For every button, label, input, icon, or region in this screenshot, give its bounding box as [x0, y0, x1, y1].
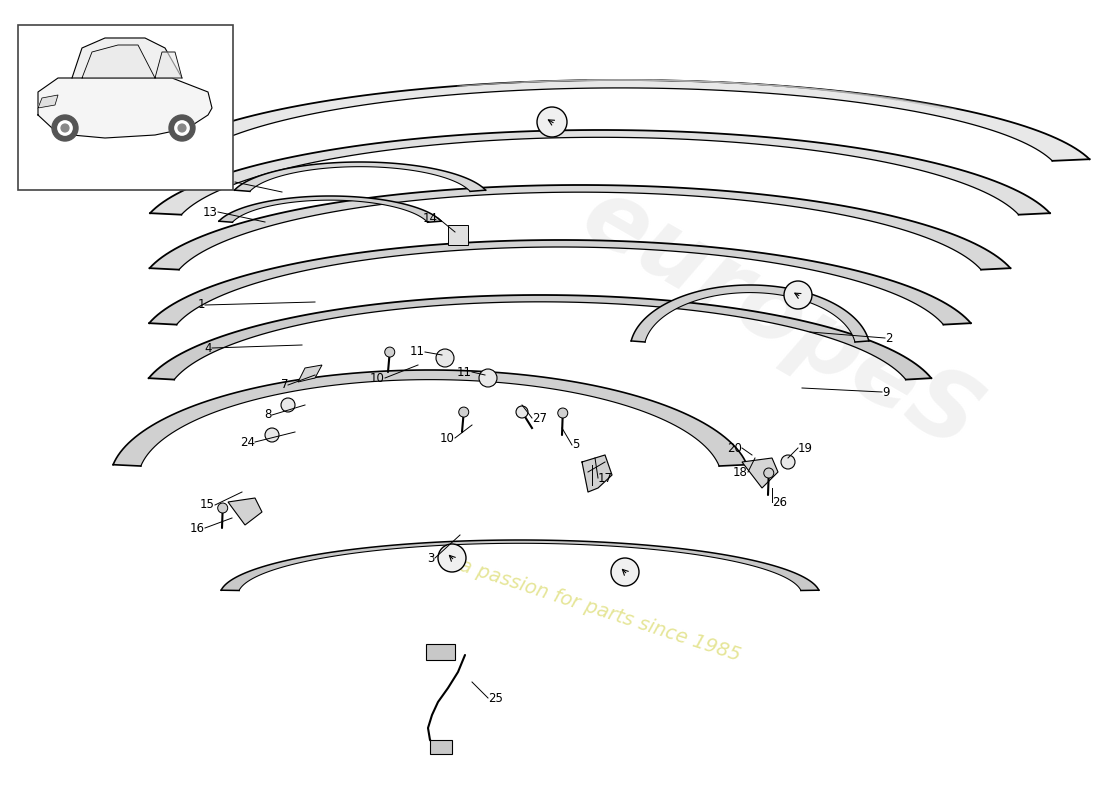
Polygon shape — [82, 45, 155, 78]
Text: europeS: europeS — [565, 170, 994, 470]
Text: 8: 8 — [265, 409, 272, 422]
Text: 18: 18 — [733, 466, 748, 478]
Polygon shape — [219, 196, 441, 222]
Polygon shape — [39, 78, 212, 138]
Circle shape — [169, 115, 195, 141]
Circle shape — [516, 406, 528, 418]
Polygon shape — [72, 38, 182, 78]
Text: 24: 24 — [240, 435, 255, 449]
Circle shape — [178, 124, 186, 132]
Text: 26: 26 — [772, 495, 786, 509]
Circle shape — [280, 398, 295, 412]
Polygon shape — [155, 52, 182, 78]
Text: 20: 20 — [727, 442, 742, 454]
Polygon shape — [39, 95, 58, 108]
Circle shape — [558, 408, 568, 418]
Text: 16: 16 — [190, 522, 205, 534]
Circle shape — [478, 369, 497, 387]
Circle shape — [175, 121, 189, 135]
Polygon shape — [151, 80, 1089, 161]
Polygon shape — [228, 498, 262, 525]
Circle shape — [438, 544, 466, 572]
Polygon shape — [631, 285, 869, 342]
Polygon shape — [221, 540, 818, 590]
Text: 15: 15 — [200, 498, 214, 511]
Text: 4: 4 — [205, 342, 212, 354]
Polygon shape — [113, 370, 747, 466]
Polygon shape — [742, 458, 778, 488]
FancyBboxPatch shape — [18, 25, 233, 190]
Circle shape — [265, 428, 279, 442]
Circle shape — [784, 281, 812, 309]
Text: 14: 14 — [424, 211, 438, 225]
Polygon shape — [234, 162, 485, 191]
Circle shape — [52, 115, 78, 141]
Text: 17: 17 — [598, 471, 613, 485]
Polygon shape — [150, 130, 1049, 214]
Circle shape — [459, 407, 469, 417]
Text: 12: 12 — [220, 175, 235, 189]
Text: 11: 11 — [410, 346, 425, 358]
Text: 25: 25 — [488, 691, 503, 705]
Circle shape — [218, 503, 228, 513]
Text: 1: 1 — [198, 298, 205, 311]
Text: 2: 2 — [886, 331, 892, 345]
Circle shape — [763, 468, 773, 478]
Text: 19: 19 — [798, 442, 813, 454]
Circle shape — [385, 347, 395, 357]
Polygon shape — [150, 240, 971, 325]
FancyBboxPatch shape — [448, 225, 468, 245]
Text: 27: 27 — [532, 411, 547, 425]
Circle shape — [781, 455, 795, 469]
Text: 5: 5 — [572, 438, 580, 451]
Text: 3: 3 — [428, 551, 435, 565]
Circle shape — [58, 121, 73, 135]
Text: a passion for parts since 1985: a passion for parts since 1985 — [456, 555, 742, 665]
Circle shape — [610, 558, 639, 586]
Text: 11: 11 — [456, 366, 472, 378]
Polygon shape — [148, 295, 932, 379]
FancyBboxPatch shape — [430, 740, 452, 754]
Text: 10: 10 — [440, 431, 455, 445]
Circle shape — [62, 124, 69, 132]
Polygon shape — [582, 455, 612, 492]
Circle shape — [436, 349, 454, 367]
Polygon shape — [298, 365, 322, 382]
Circle shape — [537, 107, 566, 137]
Text: 7: 7 — [280, 378, 288, 391]
Text: 10: 10 — [370, 371, 385, 385]
FancyBboxPatch shape — [426, 644, 455, 660]
Polygon shape — [150, 185, 1011, 270]
Text: 9: 9 — [882, 386, 890, 398]
Text: 13: 13 — [204, 206, 218, 218]
